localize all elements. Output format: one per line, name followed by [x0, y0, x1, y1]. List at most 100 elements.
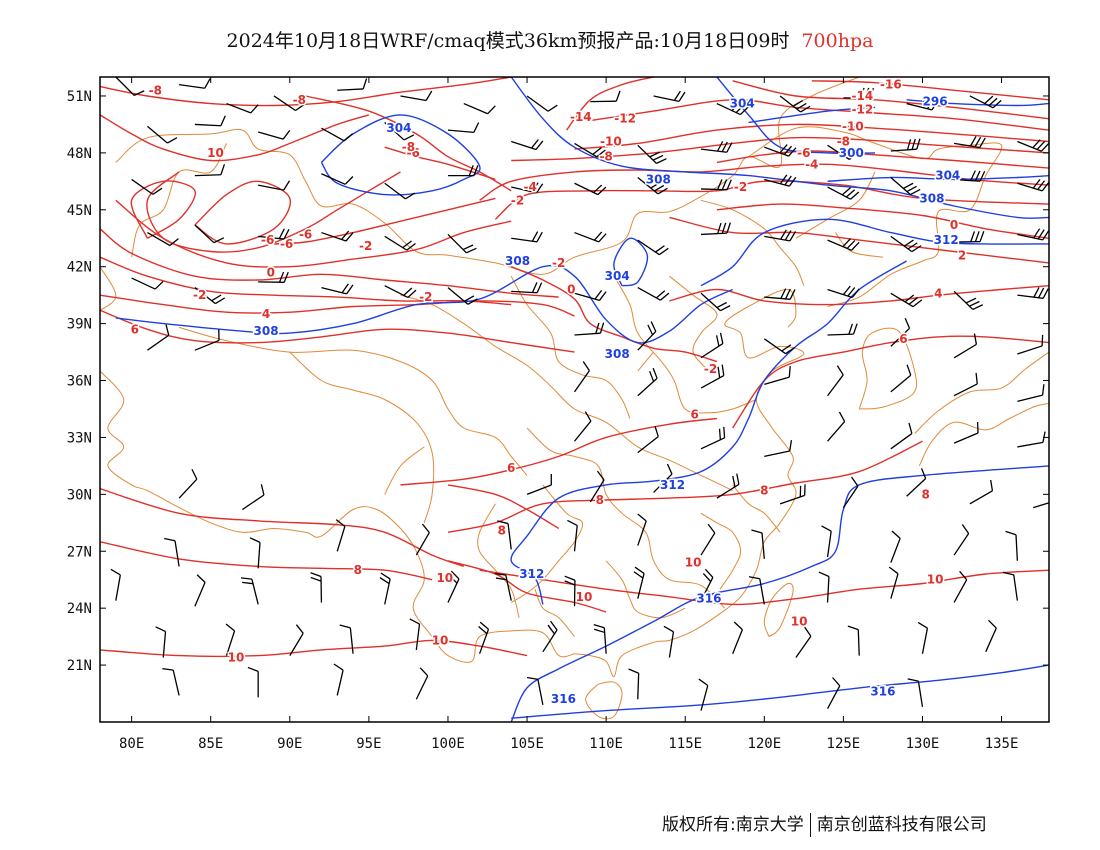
boundary-line — [131, 143, 227, 258]
wind-barb — [447, 122, 480, 134]
wind-barb — [526, 474, 552, 495]
wind-barb — [890, 138, 921, 152]
wind-barb — [273, 95, 305, 112]
x-tick-label: 85E — [198, 736, 223, 752]
temperature-contour-label: -10 — [600, 135, 622, 149]
wind-barb — [321, 127, 353, 142]
temperature-contour-line — [574, 123, 1049, 150]
boundary-line — [400, 294, 733, 492]
wind-barb — [779, 484, 806, 505]
footer-right: 南京创蓝科技有限公司 — [816, 815, 987, 835]
wind-barb — [384, 122, 415, 141]
height-contour-line — [510, 260, 907, 605]
wind-barb — [194, 574, 206, 607]
wind-barb — [827, 144, 859, 160]
wind-barb — [637, 513, 647, 546]
wind-barb — [147, 231, 179, 247]
wind-barb — [241, 484, 265, 511]
wind-barb — [526, 676, 544, 706]
wind-barb — [827, 365, 844, 397]
wind-barb — [178, 468, 198, 499]
temperature-contour-label: -8 — [599, 150, 612, 164]
height-contour-label: 300 — [839, 146, 864, 160]
x-tick-label: 135E — [985, 736, 1019, 752]
boundary-line — [585, 681, 623, 720]
height-contour-label: 308 — [646, 172, 671, 186]
wind-barb — [637, 239, 669, 256]
temperature-contour-label: 8 — [760, 484, 768, 498]
boundary-line — [858, 327, 918, 410]
boundary-line — [613, 275, 757, 414]
x-tick-label: 110E — [589, 736, 623, 752]
boundary-line — [795, 171, 876, 239]
title-text: 2024年10月18日WRF/cmaq模式36km预报产品:10月18日09时 — [226, 30, 790, 52]
temperature-contour-line — [194, 180, 291, 245]
wind-barb — [257, 129, 291, 140]
temperature-contour-line — [510, 266, 718, 363]
wind-barb — [333, 663, 344, 696]
y-tick-label: 51N — [67, 89, 92, 105]
y-tick-label: 33N — [67, 430, 92, 446]
wind-barb — [637, 287, 670, 301]
height-contour-label: 308 — [505, 254, 530, 268]
wind-barb — [542, 620, 558, 653]
wind-barb — [162, 667, 180, 696]
temperature-contour-label: 6 — [131, 322, 139, 336]
wind-barb — [573, 411, 592, 442]
wind-barb — [1002, 571, 1019, 601]
boundary-line — [534, 589, 575, 637]
boundary-line — [700, 199, 805, 286]
wind-barb — [969, 479, 994, 505]
temperature-contour-label: 8 — [596, 493, 604, 507]
wind-barb — [954, 170, 986, 182]
temperature-contour-label: 0 — [567, 282, 575, 296]
wind-barb — [890, 422, 913, 450]
temperature-contour-line — [100, 541, 433, 581]
wind-barb — [917, 621, 929, 654]
pressure-level-label: 700hpa — [801, 30, 874, 52]
temperature-contour-line — [146, 171, 401, 253]
temperature-contour-line — [479, 163, 1049, 201]
wind-barb — [379, 572, 391, 605]
height-contour-label: 312 — [934, 233, 959, 247]
temperature-contour-label: -12 — [614, 112, 636, 126]
wind-barb — [890, 364, 912, 393]
temperature-contour-label: 0 — [950, 218, 958, 232]
wind-barb — [240, 577, 259, 605]
temperature-contour-line — [384, 146, 496, 181]
wind-barb — [194, 329, 220, 351]
height-contour-label: 316 — [870, 685, 895, 699]
y-tick-label: 36N — [67, 374, 92, 390]
plot-frame — [99, 76, 1050, 723]
wind-barb — [447, 233, 477, 254]
temperature-contour-label: -16 — [880, 78, 902, 92]
wind-barb — [732, 621, 744, 654]
wind-barb — [115, 77, 145, 96]
wind-barb — [700, 292, 731, 312]
y-tick-label: 21N — [67, 658, 92, 674]
wind-barb — [779, 95, 811, 113]
wind-barb — [842, 476, 859, 508]
temperature-contour-label: -2 — [193, 288, 206, 302]
temperature-contour-label: 6 — [899, 332, 907, 346]
temperature-contour-label: 6 — [507, 461, 515, 475]
wind-barb — [953, 372, 978, 397]
wind-barbs-layer — [110, 77, 1049, 711]
height-contour-line — [510, 465, 1049, 722]
height-contour-label: 312 — [519, 567, 544, 581]
wind-barb — [1017, 287, 1049, 299]
wind-barb — [954, 231, 985, 243]
wind-barb — [258, 271, 289, 283]
wind-barb — [826, 677, 841, 710]
wind-barb — [890, 292, 923, 308]
temperature-contour-label: -2 — [734, 180, 747, 194]
temperature-contour-label: -4 — [524, 180, 537, 194]
wind-barb — [574, 182, 607, 196]
temperature-contour-line — [130, 180, 196, 239]
wind-barb — [751, 529, 765, 559]
temperature-contour-label: -8 — [402, 140, 415, 154]
wind-barb — [574, 142, 606, 158]
wind-barb — [827, 285, 860, 299]
wind-barb — [1017, 384, 1045, 403]
wind-barb — [478, 621, 490, 654]
